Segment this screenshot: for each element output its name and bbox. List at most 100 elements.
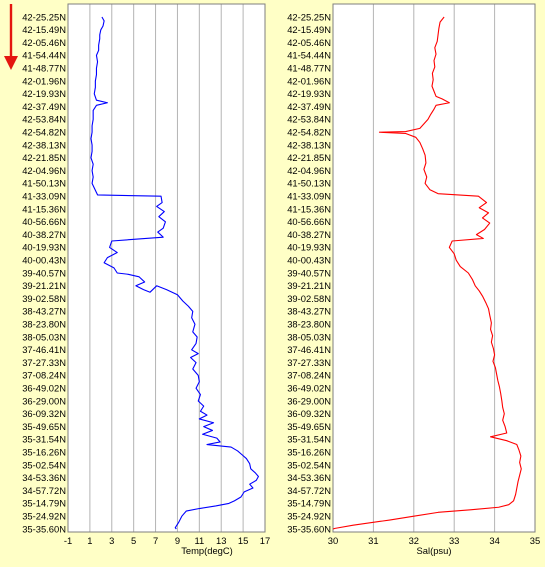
y-tick-label: 37-08.24N [22,370,66,381]
y-tick-label: 37-46.41N [22,344,66,355]
plot-area [68,4,265,532]
y-tick-label: 38-43.27N [22,306,66,317]
y-tick-label: 37-46.41N [287,344,331,355]
sal-series-line [332,16,522,530]
y-tick-label: 34-53.36N [22,472,66,483]
y-tick-label: 42-53.84N [287,114,331,125]
y-tick-label: 39-21.21N [22,280,66,291]
y-tick-label: 41-54.44N [22,50,66,61]
y-tick-label: 42-53.84N [22,114,66,125]
y-tick-label: 35-24.92N [287,511,331,522]
y-tick-label: 35-02.54N [287,459,331,470]
y-tick-label: 40-38.27N [287,229,331,240]
y-tick-label: 34-53.36N [287,472,331,483]
plot-frame [332,3,536,533]
y-tick-label: 41-48.77N [287,63,331,74]
y-tick-label: 42-05.46N [287,37,331,48]
y-tick-label: 35-31.54N [22,434,66,445]
y-tick-label: 34-57.72N [22,485,66,496]
y-tick-label: 35-16.26N [287,447,331,458]
y-tick-label: 41-48.77N [22,63,66,74]
y-tick-label: 40-56.66N [287,216,331,227]
x-axis-title: Sal(psu) [417,545,452,556]
x-tick-label: 7 [153,535,158,546]
y-tick-label: 35-16.26N [22,447,66,458]
x-tick-label: 34 [489,535,499,546]
y-tick-label: 39-40.57N [22,267,66,278]
x-tick-label: 30 [328,535,338,546]
y-tick-label: 42-21.85N [22,152,66,163]
y-tick-label: 35-02.54N [22,459,66,470]
y-tick-label: 42-21.85N [287,152,331,163]
y-tick-label: 38-05.03N [287,331,331,342]
y-tick-label: 41-15.36N [22,203,66,214]
y-tick-label: 41-33.09N [22,191,66,202]
x-tick-label: 1 [87,535,92,546]
y-tick-label: 42-01.96N [22,75,66,86]
plot-frame [67,3,266,533]
y-tick-label: 41-15.36N [287,203,331,214]
y-tick-label: 40-38.27N [22,229,66,240]
x-axis-title: Temp(degC) [181,545,233,556]
x-tick-label: -1 [64,535,72,546]
y-tick-label: 42-05.46N [22,37,66,48]
y-tick-label: 38-23.80N [287,319,331,330]
y-tick-label: 42-54.82N [287,127,331,138]
y-tick-label: 42-15.49N [287,24,331,35]
y-tick-label: 38-23.80N [22,319,66,330]
y-tick-label: 42-01.96N [287,75,331,86]
y-tick-label: 40-19.93N [287,242,331,253]
y-tick-label: 39-02.58N [287,293,331,304]
x-tick-label: 35 [530,535,540,546]
y-tick-label: 36-49.02N [287,383,331,394]
x-tick-label: 15 [238,535,248,546]
y-tick-label: 35-14.79N [22,498,66,509]
y-tick-label: 42-04.96N [22,165,66,176]
y-tick-label: 42-38.13N [22,139,66,150]
y-tick-label: 35-31.54N [287,434,331,445]
y-tick-label: 39-21.21N [287,280,331,291]
y-tick-label: 41-33.09N [287,191,331,202]
y-tick-label: 38-05.03N [22,331,66,342]
y-tick-label: 37-27.33N [287,357,331,368]
y-tick-label: 42-19.93N [22,88,66,99]
y-tick-label: 41-50.13N [22,178,66,189]
plot-area [333,4,535,532]
y-tick-label: 40-00.43N [287,255,331,266]
y-tick-label: 40-19.93N [22,242,66,253]
x-tick-label: 31 [368,535,378,546]
y-tick-label: 40-00.43N [22,255,66,266]
y-tick-label: 38-43.27N [287,306,331,317]
y-tick-label: 41-54.44N [287,50,331,61]
y-tick-label: 42-04.96N [287,165,331,176]
temp-series-line [90,16,259,530]
x-tick-label: 5 [131,535,136,546]
y-tick-label: 37-08.24N [287,370,331,381]
y-tick-label: 35-24.92N [22,511,66,522]
y-tick-label: 35-35.60N [22,523,66,534]
y-tick-label: 42-54.82N [22,127,66,138]
x-tick-label: 3 [109,535,114,546]
y-tick-label: 36-29.00N [287,395,331,406]
temperature-panel: 42-25.25N 42-15.49N 42-05.46N 41-54.44N 41-4… [22,3,270,556]
x-tick-label: 33 [449,535,459,546]
y-tick-label: 36-49.02N [22,383,66,394]
y-tick-label: 42-15.49N [22,24,66,35]
y-tick-label: 35-14.79N [287,498,331,509]
salinity-panel: 42-25.25N 42-15.49N 42-05.46N 41-54.44N 41-4… [287,3,540,556]
y-tick-label: 36-29.00N [22,395,66,406]
y-tick-label: 34-57.72N [287,485,331,496]
x-tick-label: 13 [216,535,226,546]
y-tick-label: 37-27.33N [22,357,66,368]
x-tick-label: 11 [194,535,204,546]
y-tick-label: 42-25.25N [287,11,331,22]
x-tick-label: 9 [175,535,180,546]
y-tick-label: 36-09.32N [22,408,66,419]
y-tick-label: 39-02.58N [22,293,66,304]
y-tick-label: 35-49.65N [287,421,331,432]
y-tick-label: 41-50.13N [287,178,331,189]
y-tick-label: 42-19.93N [287,88,331,99]
y-tick-label: 42-38.13N [287,139,331,150]
